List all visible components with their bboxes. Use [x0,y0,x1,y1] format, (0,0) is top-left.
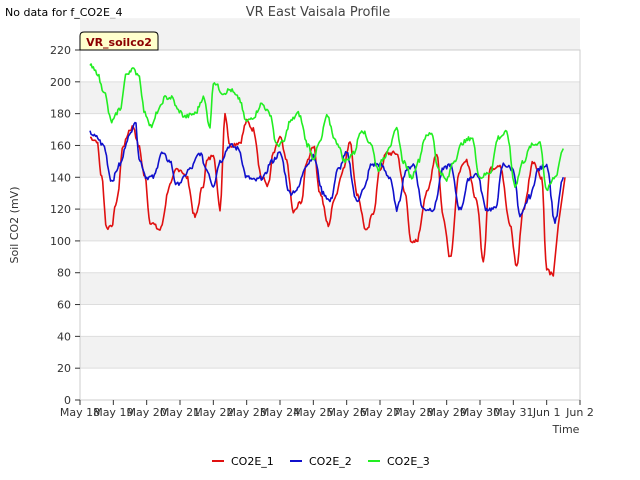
y-tick-label: 20 [57,362,71,375]
background-band [80,18,580,50]
y-tick-label: 80 [57,267,71,280]
x-axis-label: Time [552,423,580,436]
y-tick-label: 60 [57,299,71,312]
x-tick-label: May 19 [93,406,133,419]
y-tick-label: 40 [57,330,71,343]
y-tick-label: 100 [50,235,71,248]
x-tick-label: May 25 [293,406,333,419]
legend-label: CO2E_3 [387,455,430,468]
legend: CO2E_1 CO2E_2 CO2E_3 [212,455,430,468]
legend-item-co2e-1[interactable]: CO2E_1 [212,455,274,468]
x-tick-label: May 30 [460,406,500,419]
no-data-note: No data for f_CO2E_4 [5,6,123,19]
y-axis-label: Soil CO2 (mV) [8,187,21,264]
y-tick-label: 160 [50,139,71,152]
x-tick-label: May 29 [427,406,467,419]
background-band [80,145,580,178]
chart-title: VR East Vaisala Profile [246,5,391,20]
background-band [80,336,580,369]
x-tick-label: May 27 [360,406,400,419]
legend-label: CO2E_1 [231,455,274,468]
series-line-co2e-2 [89,121,565,224]
x-tick-label: May 22 [193,406,233,419]
legend-label: CO2E_2 [309,455,352,468]
y-tick-label: 120 [50,203,71,216]
x-tick-label: May 31 [493,406,533,419]
legend-item-co2e-3[interactable]: CO2E_3 [368,455,430,468]
y-tick-label: 0 [64,394,71,407]
x-tick-label: May 21 [160,406,200,419]
x-tick-label: May 26 [327,406,367,419]
x-tick-label: May 20 [127,406,167,419]
x-tick-label: Jun 2 [565,406,594,419]
y-tick-label: 140 [50,171,71,184]
x-tick-label: May 18 [60,406,100,419]
series-line-co2e-1 [89,112,566,277]
plot-frame [79,49,581,401]
x-tick-label: May 24 [260,406,300,419]
background-band [80,81,580,114]
y-tick-label: 200 [50,76,71,89]
y-axis-ticks: 0 20 40 60 80 100 120 140 160 180 200 220 [50,44,80,407]
series-line-co2e-3 [89,63,565,192]
x-tick-label: May 23 [227,406,267,419]
y-tick-label: 180 [50,108,71,121]
site-label: VR_soilco2 [86,36,152,49]
background-bands [80,18,580,369]
series-lines [89,63,566,277]
x-tick-label: Jun 1 [532,406,561,419]
background-band [80,272,580,305]
x-tick-label: May 28 [393,406,433,419]
site-label-box: VR_soilco2 [79,31,159,51]
y-tick-label: 220 [50,44,71,57]
legend-item-co2e-2[interactable]: CO2E_2 [290,455,352,468]
